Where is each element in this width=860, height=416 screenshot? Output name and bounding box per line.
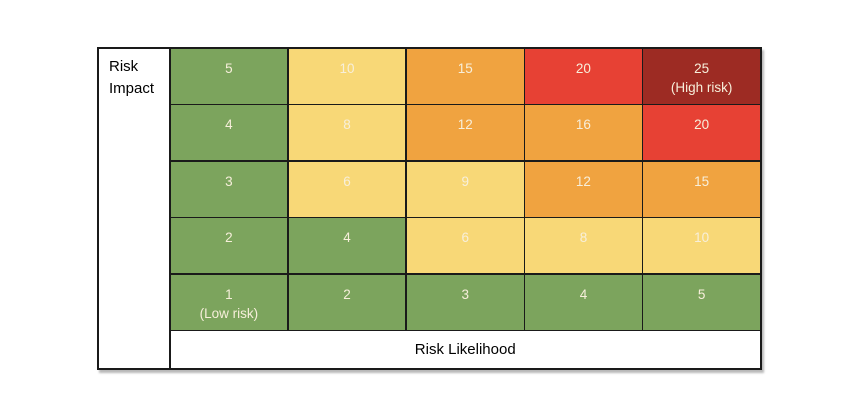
cell-value: 6	[461, 230, 469, 246]
cell-sublabel: (High risk)	[670, 80, 733, 95]
cell-value: 25	[694, 61, 710, 76]
matrix-cell-r2c2: 8	[288, 105, 406, 161]
cell-value: 10	[694, 230, 710, 246]
cell-value: 10	[339, 61, 355, 76]
matrix-cell-r5c5: 5	[643, 274, 760, 330]
cell-value: 2	[225, 230, 233, 246]
cell-value: 5	[225, 61, 233, 76]
matrix-cell-r4c3: 6	[406, 218, 524, 274]
cell-value: 16	[575, 117, 591, 133]
matrix-cell-r1c5: 25 (High risk)	[643, 49, 760, 104]
matrix-cell-r2c5: 20	[643, 105, 760, 161]
cell-sublabel: (Low risk)	[199, 305, 259, 321]
matrix-cell-r4c2: 4	[288, 218, 406, 274]
cell-value: 2	[343, 286, 351, 302]
matrix-cell-r3c4: 12	[525, 161, 642, 217]
cell-value: 20	[694, 117, 710, 133]
cell-value: 4	[343, 230, 351, 246]
matrix-cell-r2c1: 4	[170, 105, 288, 161]
matrix-cell-r5c2: 2	[288, 274, 406, 330]
cell-value: 6	[343, 173, 351, 189]
cell-value: 15	[694, 173, 710, 189]
cell-value: 20	[575, 61, 591, 76]
cell-value: 5	[697, 286, 706, 302]
cell-value: 15	[457, 61, 473, 76]
cell-value: 8	[579, 230, 588, 246]
cell-value: 3	[461, 286, 469, 302]
matrix-cell-r1c2: 10	[288, 49, 406, 104]
risk-matrix-table: Risk Impact Risk Likelihood 5 10 15 20 25 (Hi…	[97, 47, 762, 370]
matrix-cell-r3c3: 9	[406, 161, 524, 217]
cell-value: 3	[225, 173, 233, 189]
matrix-cell-r5c1: 1 (Low risk)	[170, 274, 288, 330]
cell-value: 12	[575, 173, 591, 189]
impact-axis-label: Risk Impact	[99, 49, 169, 368]
matrix-cell-r4c4: 8	[525, 218, 642, 274]
matrix-cell-r1c4: 20	[525, 49, 642, 104]
matrix-cell-r4c1: 2	[170, 218, 288, 274]
matrix-cell-r3c2: 6	[288, 161, 406, 217]
cell-value: 9	[461, 173, 469, 189]
cell-value: 1	[225, 286, 233, 302]
cell-value: 4	[225, 117, 233, 133]
matrix-cell-r5c3: 3	[406, 274, 524, 330]
matrix-cell-r3c5: 15	[643, 161, 760, 217]
likelihood-axis-label: Risk Likelihood	[170, 331, 760, 368]
matrix-cell-r3c1: 3	[170, 161, 288, 217]
cell-value: 8	[343, 117, 351, 133]
cell-value: 12	[457, 117, 473, 133]
matrix-cell-r2c3: 12	[406, 105, 524, 161]
matrix-cell-r1c3: 15	[406, 49, 524, 104]
cell-value: 4	[579, 286, 588, 302]
matrix-cell-r5c4: 4	[525, 274, 642, 330]
matrix-cell-r2c4: 16	[525, 105, 642, 161]
matrix-cell-r4c5: 10	[643, 218, 760, 274]
matrix-cell-r1c1: 5	[170, 49, 288, 104]
